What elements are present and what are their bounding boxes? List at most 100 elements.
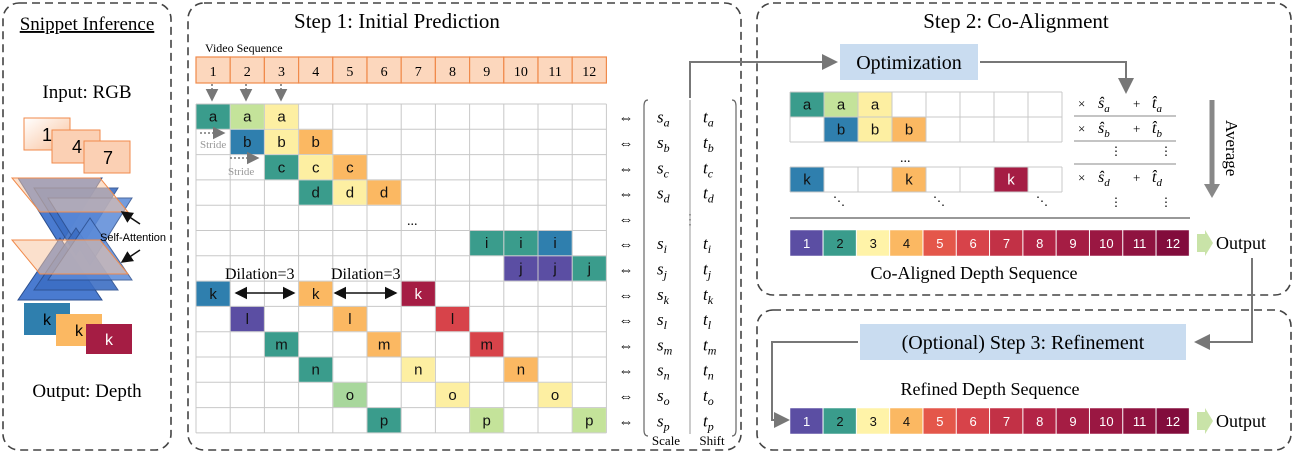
- prediction-cell: [435, 306, 470, 332]
- link-arrow: ⇔: [619, 337, 634, 354]
- prediction-cell-label: n: [312, 362, 320, 379]
- output-arrow-1: [1197, 230, 1213, 256]
- scale-value: sa: [657, 108, 670, 130]
- depth-cell-label: 11: [1133, 414, 1147, 429]
- co-grid-cell: [892, 117, 926, 142]
- prediction-cell: [264, 332, 299, 357]
- co-grid-cell-label: a: [871, 97, 880, 114]
- dilation-label-1: Dilation=3: [225, 266, 294, 283]
- svg-text:⋱: ⋱: [933, 194, 945, 208]
- depth-cell-label: 6: [970, 414, 977, 429]
- frame-in-4: 4: [72, 137, 82, 157]
- depth-cell-label: 10: [1099, 414, 1113, 429]
- prediction-cell-label: m: [480, 336, 493, 353]
- depth-cell: [789, 229, 824, 257]
- co-grid-cell: [994, 167, 1028, 192]
- prediction-cell-label: l: [246, 311, 249, 328]
- average-label: Average: [1222, 120, 1241, 176]
- step2-title: Step 2: Co-Alignment: [923, 9, 1109, 33]
- prediction-cell-label: c: [278, 159, 286, 176]
- video-frame-box: [298, 56, 334, 84]
- depth-cell-label: 2: [836, 414, 843, 429]
- shift-value: tl: [703, 310, 712, 332]
- scale-value: si: [657, 234, 667, 256]
- depth-cell: [989, 407, 1023, 435]
- shift-value: tj: [703, 259, 712, 281]
- weight-shift: t̂a: [1152, 95, 1162, 115]
- co-grid-cell-label: b: [837, 122, 845, 139]
- shift-value: tm: [703, 335, 717, 357]
- to-weights-arrow: [980, 61, 1134, 94]
- scale-value: sj: [657, 259, 668, 281]
- depth-cell: [789, 407, 824, 435]
- prediction-cell: [470, 408, 504, 433]
- prediction-cell-label: b: [243, 134, 251, 151]
- weight-ellipsis: ⋮: [1160, 144, 1172, 158]
- prediction-cell-label: a: [277, 109, 286, 126]
- video-frame-label: 11: [548, 65, 561, 80]
- video-frame-box: [537, 56, 573, 84]
- prediction-cell-label: d: [380, 185, 388, 202]
- depth-cell-label: 12: [1166, 414, 1180, 429]
- video-sequence-label: Video Sequence: [205, 41, 283, 55]
- frame-out-3: k: [105, 332, 114, 349]
- prediction-cell-label: d: [312, 185, 320, 202]
- video-frame-box: [469, 56, 505, 84]
- prediction-cell: [333, 155, 367, 180]
- output-arrow-2: [1197, 408, 1213, 434]
- self-attention-label: Self-Attention: [100, 232, 166, 244]
- optimization-label: Optimization: [856, 52, 962, 74]
- co-grid-cell-label: b: [871, 122, 879, 139]
- scale-value: sb: [657, 133, 670, 155]
- co-grid-cell: [790, 167, 824, 192]
- video-frame-box: [503, 56, 539, 84]
- prediction-cell-label: k: [415, 286, 423, 303]
- link-arrow: ⇔: [619, 261, 634, 278]
- prediction-cell-label: i: [519, 235, 522, 252]
- shift-value: ta: [703, 108, 714, 130]
- co-grid-cell: [790, 92, 824, 117]
- scale-value: so: [657, 386, 670, 408]
- transformer-icon: [10, 177, 133, 301]
- weight-plus: +: [1133, 121, 1140, 136]
- refined-caption: Refined Depth Sequence: [901, 379, 1080, 399]
- co-aligned-sequence: 1 2 3 4 5 6 7 8 9 10 11 12: [789, 229, 1190, 257]
- prediction-cell: [230, 104, 264, 129]
- shift-value: tn: [703, 361, 714, 383]
- video-frame-label: 2: [244, 65, 251, 80]
- co-grid-cell-label: a: [803, 97, 812, 114]
- prediction-cell: [333, 306, 367, 332]
- co-grid-cell-label: k: [803, 172, 811, 189]
- depth-cell-label: 1: [803, 414, 810, 429]
- depth-cell-label: 10: [1099, 236, 1113, 251]
- scale-value: sd: [657, 184, 671, 206]
- prediction-cell: [264, 129, 299, 155]
- refined-sequence: 1 2 3 4 5 6 7 8 9 10 11 12: [789, 407, 1190, 435]
- depth-cell: [1056, 229, 1090, 257]
- depth-cell-label: 8: [1036, 236, 1043, 251]
- scale-shift-table: ⇔ sa ta⇔ sb tb⇔ sc tc⇔ sd td⇔ ⋮⇔ si ti⇔ sj tj⇔ sk tk⇔ sl…: [619, 108, 717, 434]
- depth-cell: [1022, 407, 1057, 435]
- prediction-cell: [572, 408, 606, 433]
- step1-panel: [187, 2, 742, 451]
- dilation-label-2: Dilation=3: [331, 266, 400, 283]
- depth-cell-label: 1: [803, 236, 810, 251]
- link-arrow: ⇔: [619, 363, 634, 380]
- step1-title: Step 1: Initial Prediction: [294, 9, 500, 33]
- video-frame-box: [571, 56, 608, 84]
- to-optimization-arrow: [689, 54, 838, 98]
- co-grid-cell: [858, 92, 892, 117]
- co-grid-ellipsis: ...: [900, 151, 911, 166]
- depth-cell: [1056, 407, 1090, 435]
- prediction-cell-label: p: [585, 412, 593, 429]
- co-alignment-grid: a a ab b bk k k: [789, 91, 1063, 193]
- depth-cell: [889, 229, 923, 257]
- co-grid-cell-label: k: [1007, 172, 1015, 189]
- prediction-cell-label: l: [451, 311, 454, 328]
- shift-value: tk: [703, 285, 714, 307]
- depth-cell: [823, 407, 857, 435]
- prediction-cell-label: l: [348, 311, 351, 328]
- prediction-cell: [572, 256, 606, 281]
